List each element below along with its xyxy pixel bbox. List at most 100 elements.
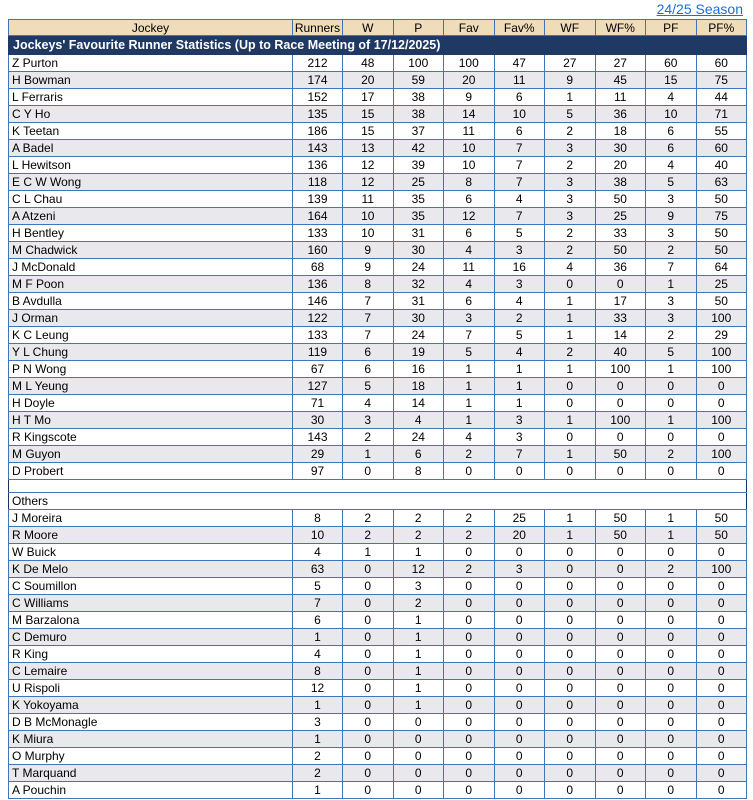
stat-cell: 10 <box>342 224 394 242</box>
stat-cell: 0 <box>645 747 697 765</box>
stat-cell: 0 <box>443 611 495 629</box>
stat-cell: 50 <box>594 445 646 463</box>
stat-cell: 10 <box>292 526 343 544</box>
stat-cell: 20 <box>443 71 495 89</box>
stat-cell: 0 <box>594 781 646 799</box>
stat-cell: 1 <box>392 696 444 714</box>
stat-cell: 1 <box>544 309 596 327</box>
stat-cell: 50 <box>695 224 747 242</box>
stat-cell: 1 <box>493 360 545 378</box>
stat-cell: 0 <box>544 679 596 697</box>
stat-cell: 0 <box>594 275 646 293</box>
stat-cell: 3 <box>493 411 545 429</box>
stat-cell: 0 <box>342 611 394 629</box>
section-separator: Others <box>8 479 747 510</box>
others-jockeys-section: J Moreira 8 2 2 2 25 1 50 1 50 R Moore 10 2 2 2 20 1 50 1 5… <box>8 509 747 799</box>
stat-cell: 100 <box>695 309 747 327</box>
stat-cell: 68 <box>292 258 343 276</box>
stat-cell: 14 <box>594 326 646 344</box>
stat-cell: 7 <box>342 309 394 327</box>
stat-cell: 0 <box>493 747 545 765</box>
jockey-cell: H Doyle <box>8 394 293 412</box>
stat-cell: 0 <box>342 560 394 578</box>
stat-cell: 0 <box>342 696 394 714</box>
stat-cell: 0 <box>342 764 394 782</box>
stat-cell: 2 <box>443 509 495 527</box>
table-header: Jockey Runners W P Fav Fav% WF WF% PF PF… <box>8 19 747 36</box>
jockey-cell: M F Poon <box>8 275 293 293</box>
table-row: L Hewitson 136 12 39 10 7 2 20 4 40 <box>8 156 747 174</box>
stat-cell: 0 <box>594 428 646 446</box>
stat-cell: 100 <box>695 360 747 378</box>
stat-cell: 2 <box>645 326 697 344</box>
stat-cell: 0 <box>342 747 394 765</box>
stat-cell: 67 <box>292 360 343 378</box>
jockey-cell: H Bowman <box>8 71 293 89</box>
stat-cell: 0 <box>695 428 747 446</box>
stat-cell: 0 <box>493 764 545 782</box>
stat-cell: 9 <box>342 258 394 276</box>
stat-cell: 17 <box>594 292 646 310</box>
stat-cell: 174 <box>292 71 343 89</box>
stat-cell: 119 <box>292 343 343 361</box>
jockey-cell: M Chadwick <box>8 241 293 259</box>
stat-cell: 0 <box>594 560 646 578</box>
stat-cell: 6 <box>645 139 697 157</box>
stat-cell: 50 <box>594 241 646 259</box>
jockey-cell: C Lemaire <box>8 662 293 680</box>
stat-cell: 0 <box>544 462 596 480</box>
stat-cell: 0 <box>594 377 646 395</box>
stat-cell: 1 <box>493 394 545 412</box>
stat-cell: 0 <box>443 462 495 480</box>
stat-cell: 24 <box>392 326 444 344</box>
stat-cell: 0 <box>544 377 596 395</box>
stat-cell: 8 <box>443 173 495 191</box>
stat-cell: 2 <box>392 509 444 527</box>
stat-cell: 10 <box>443 156 495 174</box>
stat-cell: 50 <box>695 241 747 259</box>
table-row: R King 4 0 1 0 0 0 0 0 0 <box>8 645 747 663</box>
table-row: D B McMonagle 3 0 0 0 0 0 0 0 0 <box>8 713 747 731</box>
stat-cell: 133 <box>292 326 343 344</box>
stat-cell: 12 <box>342 173 394 191</box>
stat-cell: 4 <box>292 645 343 663</box>
stat-cell: 0 <box>645 781 697 799</box>
stat-cell: 0 <box>695 611 747 629</box>
stat-cell: 100 <box>392 54 444 72</box>
stat-cell: 2 <box>493 309 545 327</box>
jockey-cell: U Rispoli <box>8 679 293 697</box>
table-row: C L Chau 139 11 35 6 4 3 50 3 50 <box>8 190 747 208</box>
stat-cell: 8 <box>292 509 343 527</box>
table-row: H Doyle 71 4 14 1 1 0 0 0 0 <box>8 394 747 412</box>
stat-cell: 27 <box>544 54 596 72</box>
jockey-cell: O Murphy <box>8 747 293 765</box>
stat-cell: 1 <box>544 292 596 310</box>
stat-cell: 25 <box>695 275 747 293</box>
stat-cell: 0 <box>594 662 646 680</box>
stat-cell: 50 <box>695 509 747 527</box>
stat-cell: 0 <box>594 594 646 612</box>
table-row: A Badel 143 13 42 10 7 3 30 6 60 <box>8 139 747 157</box>
stat-cell: 32 <box>392 275 444 293</box>
stat-cell: 0 <box>645 696 697 714</box>
stat-cell: 0 <box>645 594 697 612</box>
season-link[interactable]: 24/25 Season <box>656 1 743 17</box>
stat-cell: 0 <box>342 594 394 612</box>
stat-cell: 136 <box>292 275 343 293</box>
stat-cell: 143 <box>292 139 343 157</box>
stat-cell: 27 <box>594 54 646 72</box>
stat-cell: 0 <box>645 428 697 446</box>
stat-cell: 0 <box>645 662 697 680</box>
jockey-cell: K De Melo <box>8 560 293 578</box>
stat-cell: 12 <box>292 679 343 697</box>
stat-cell: 6 <box>493 122 545 140</box>
stat-cell: 42 <box>392 139 444 157</box>
stat-cell: 6 <box>392 445 444 463</box>
stat-cell: 3 <box>292 713 343 731</box>
stat-cell: 1 <box>544 526 596 544</box>
table-row: B Avdulla 146 7 31 6 4 1 17 3 50 <box>8 292 747 310</box>
table-row: H Bowman 174 20 59 20 11 9 45 15 75 <box>8 71 747 89</box>
stat-cell: 0 <box>645 577 697 595</box>
stat-cell: 39 <box>392 156 444 174</box>
table-row: P N Wong 67 6 16 1 1 1 100 1 100 <box>8 360 747 378</box>
